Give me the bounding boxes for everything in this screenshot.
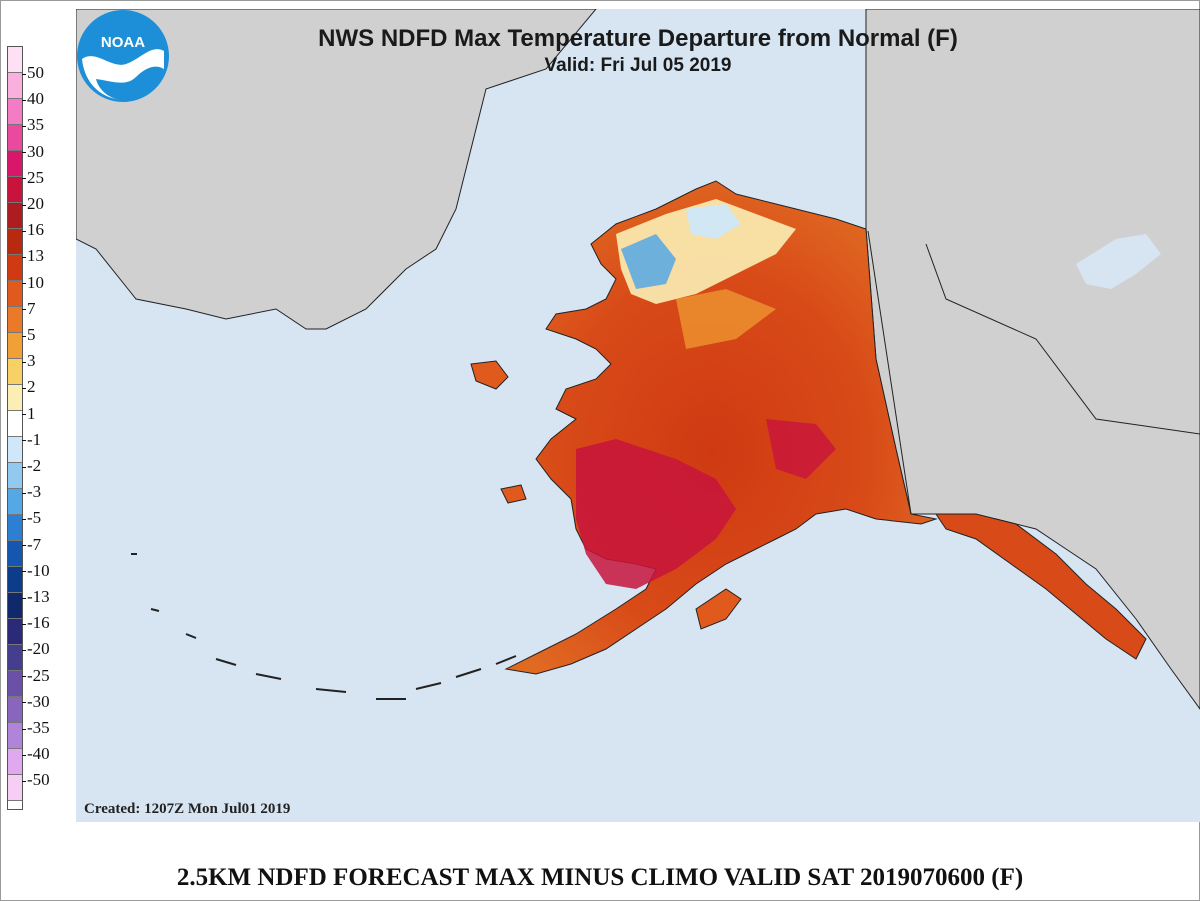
color-swatch — [8, 255, 22, 281]
scale-label: 5 — [22, 322, 36, 348]
scale-label: -13 — [22, 584, 50, 610]
scale-label: -7 — [22, 532, 41, 558]
color-swatch — [8, 151, 22, 177]
great-bear-lake — [1076, 234, 1161, 289]
scale-label: 3 — [22, 348, 36, 374]
scale-label: -1 — [22, 427, 41, 453]
color-swatch — [8, 671, 22, 697]
scale-label: 2 — [22, 374, 36, 400]
color-swatch — [8, 567, 22, 593]
color-swatch — [8, 749, 22, 775]
map-title: NWS NDFD Max Temperature Departure from … — [318, 25, 958, 52]
scale-label: -16 — [22, 610, 50, 636]
color-swatch — [8, 697, 22, 723]
scale-label: 40 — [22, 86, 44, 112]
color-swatch — [8, 775, 22, 801]
hot-region-southwest — [576, 439, 736, 589]
color-swatch — [8, 47, 22, 73]
color-swatch — [8, 437, 22, 463]
kodiak-island — [695, 588, 742, 630]
russia-landmass — [76, 9, 597, 330]
alaska-canada-border — [867, 230, 912, 515]
color-swatch — [8, 99, 22, 125]
color-swatch — [8, 73, 22, 99]
nunivak-island — [500, 484, 527, 504]
noaa-logo-text: NOAA — [101, 34, 145, 51]
st-lawrence-island — [470, 360, 509, 390]
warm-region-north — [676, 289, 776, 349]
noaa-logo: NOAA — [77, 10, 169, 102]
color-swatch — [8, 619, 22, 645]
color-swatch — [8, 463, 22, 489]
scale-label: -25 — [22, 663, 50, 689]
color-swatch — [8, 723, 22, 749]
scale-label: 30 — [22, 139, 44, 165]
map-graphic — [76, 9, 1200, 710]
map-panel: NWS NDFD Max Temperature Departure from … — [76, 9, 1200, 822]
scale-label: -30 — [22, 689, 50, 715]
color-swatch — [8, 229, 22, 255]
color-swatch — [8, 281, 22, 307]
color-swatch — [8, 515, 22, 541]
scale-label: 1 — [22, 401, 36, 427]
color-scale-bar — [7, 46, 23, 810]
scale-label: -5 — [22, 505, 41, 531]
cold-region-north — [686, 204, 741, 239]
color-swatch — [8, 645, 22, 671]
scale-label: -40 — [22, 741, 50, 767]
color-swatch — [8, 177, 22, 203]
color-swatch — [8, 541, 22, 567]
scale-label: 16 — [22, 217, 44, 243]
scale-label: -50 — [22, 767, 50, 793]
canada-internal-border — [925, 243, 1200, 435]
color-swatch — [8, 307, 22, 333]
scale-label: 35 — [22, 112, 44, 138]
scale-label: 25 — [22, 165, 44, 191]
scale-label: -10 — [22, 558, 50, 584]
scale-label: 50 — [22, 60, 44, 86]
scale-label: -2 — [22, 453, 41, 479]
scale-label: -20 — [22, 636, 50, 662]
scale-label: -35 — [22, 715, 50, 741]
canada-landmass — [865, 9, 1200, 710]
scale-label: 10 — [22, 270, 44, 296]
cold-region-northwest — [621, 234, 676, 289]
color-swatch — [8, 489, 22, 515]
scale-label: 7 — [22, 296, 36, 322]
color-swatch — [8, 125, 22, 151]
scale-label: 20 — [22, 191, 44, 217]
scale-label: -3 — [22, 479, 41, 505]
color-swatch — [8, 359, 22, 385]
color-swatch — [8, 203, 22, 229]
alaska-panhandle — [935, 513, 1147, 660]
hot-region-southcentral — [766, 419, 836, 479]
color-swatch — [8, 593, 22, 619]
bottom-caption: 2.5KM NDFD FORECAST MAX MINUS CLIMO VALI… — [176, 864, 1024, 891]
color-swatch — [8, 385, 22, 411]
created-timestamp: Created: 1207Z Mon Jul01 2019 — [84, 801, 291, 817]
color-swatch — [8, 411, 22, 437]
scale-label: 13 — [22, 243, 44, 269]
map-valid-date: Valid: Fri Jul 05 2019 — [544, 55, 732, 76]
aleutian-islands — [131, 553, 517, 700]
color-swatch — [8, 333, 22, 359]
